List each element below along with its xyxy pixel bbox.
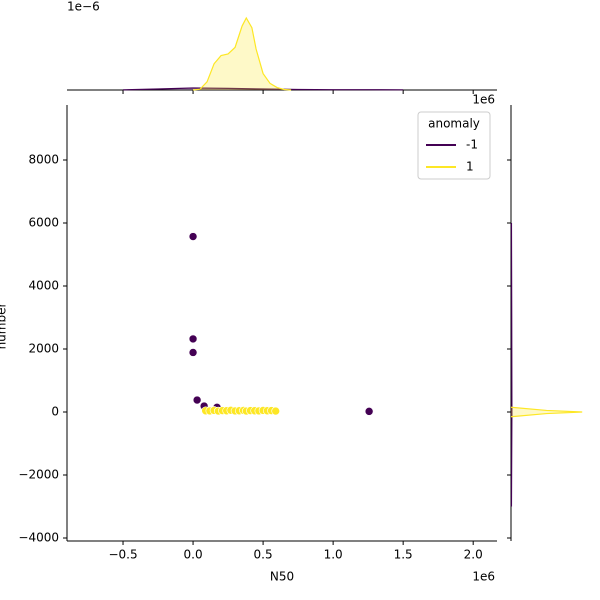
y-tick-label: 6000 xyxy=(28,216,59,230)
kde-line xyxy=(123,87,404,91)
plot-area xyxy=(188,232,374,416)
point xyxy=(188,232,198,241)
x-tick-label: 1.0 xyxy=(324,548,343,562)
point xyxy=(271,406,280,416)
y-tick-label: 2000 xyxy=(28,342,59,356)
y-tick-label: −2000 xyxy=(18,468,59,482)
x-offset-label: 1e6 xyxy=(472,570,495,584)
x-axis-label: N50 xyxy=(270,570,294,584)
x-tick-label: 1.5 xyxy=(394,548,413,562)
x-tick-label: 0.5 xyxy=(254,548,273,562)
legend: anomaly -1 1 xyxy=(417,111,491,180)
point xyxy=(364,407,374,416)
x-tick-label: −0.5 xyxy=(108,548,137,562)
y-axis-label: number xyxy=(0,303,9,350)
point xyxy=(188,348,198,357)
y-tick-label: −4000 xyxy=(18,531,59,545)
main-axes: −0.5 0.0 0.5 1.0 1.5 2.0 −4000 −2000 0 2000 4000 60… xyxy=(0,93,497,584)
legend-label: -1 xyxy=(466,138,478,152)
x-offset-label: 1e6 xyxy=(472,93,495,107)
y-offset-label: 1e−6 xyxy=(67,0,100,14)
kde-line xyxy=(510,406,583,418)
y-tick-label: 4000 xyxy=(28,279,59,293)
y-tick-label: 0 xyxy=(51,405,59,419)
x-tick-label: 2.0 xyxy=(464,548,483,562)
kde-area xyxy=(193,18,292,91)
kde-area xyxy=(511,407,583,417)
kde-line xyxy=(192,16,292,91)
legend-title: anomaly xyxy=(428,117,480,131)
point xyxy=(188,334,198,344)
y-tick-label: 8000 xyxy=(28,153,59,167)
top-marginal: 1e−6 xyxy=(67,0,497,94)
x-tick-label: 0.0 xyxy=(184,548,203,562)
right-marginal xyxy=(507,105,583,541)
point xyxy=(192,395,202,405)
legend-label: 1 xyxy=(466,160,474,174)
